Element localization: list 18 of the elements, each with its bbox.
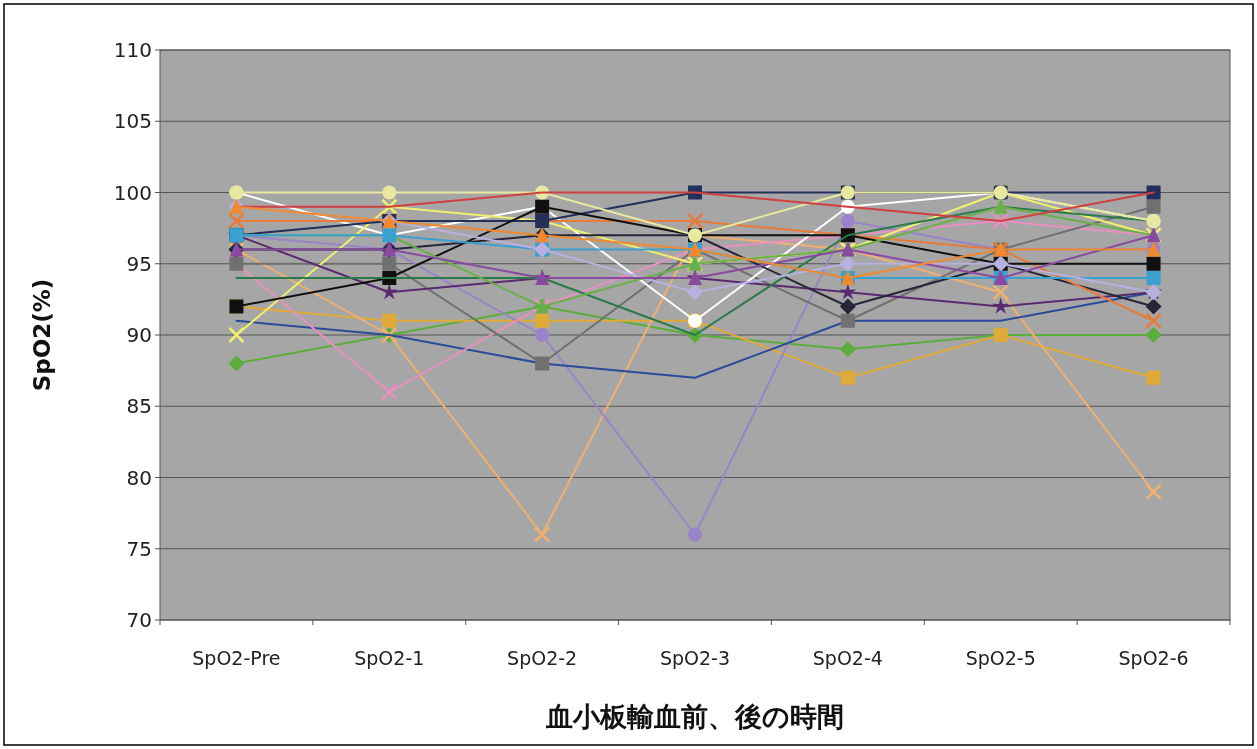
x-tick-label: SpO2-1 xyxy=(354,647,425,669)
x-tick-label: SpO2-Pre xyxy=(192,647,281,669)
x-tick-label: SpO2-3 xyxy=(659,647,731,669)
x-tick-label: SpO2-4 xyxy=(812,647,883,669)
y-tick-label: 70 xyxy=(126,608,152,632)
y-tick-label: 110 xyxy=(113,38,152,62)
y-tick-label: 95 xyxy=(126,251,152,276)
y-axis-title: SpO2(%) xyxy=(29,278,55,392)
x-axis-title: 血小板輸血前、後の時間 xyxy=(545,701,844,732)
x-tick-label: SpO2-5 xyxy=(965,647,1036,669)
y-tick-label: 90 xyxy=(126,323,152,347)
y-tick-label: 100 xyxy=(113,180,152,205)
y-tick-label: 80 xyxy=(126,465,152,490)
x-tick-label: SpO2-6 xyxy=(1118,647,1189,669)
y-tick-label: 85 xyxy=(126,394,152,419)
x-tick-label: SpO2-2 xyxy=(507,647,578,669)
y-tick-label: 105 xyxy=(113,109,152,134)
y-tick-label: 75 xyxy=(126,536,152,561)
